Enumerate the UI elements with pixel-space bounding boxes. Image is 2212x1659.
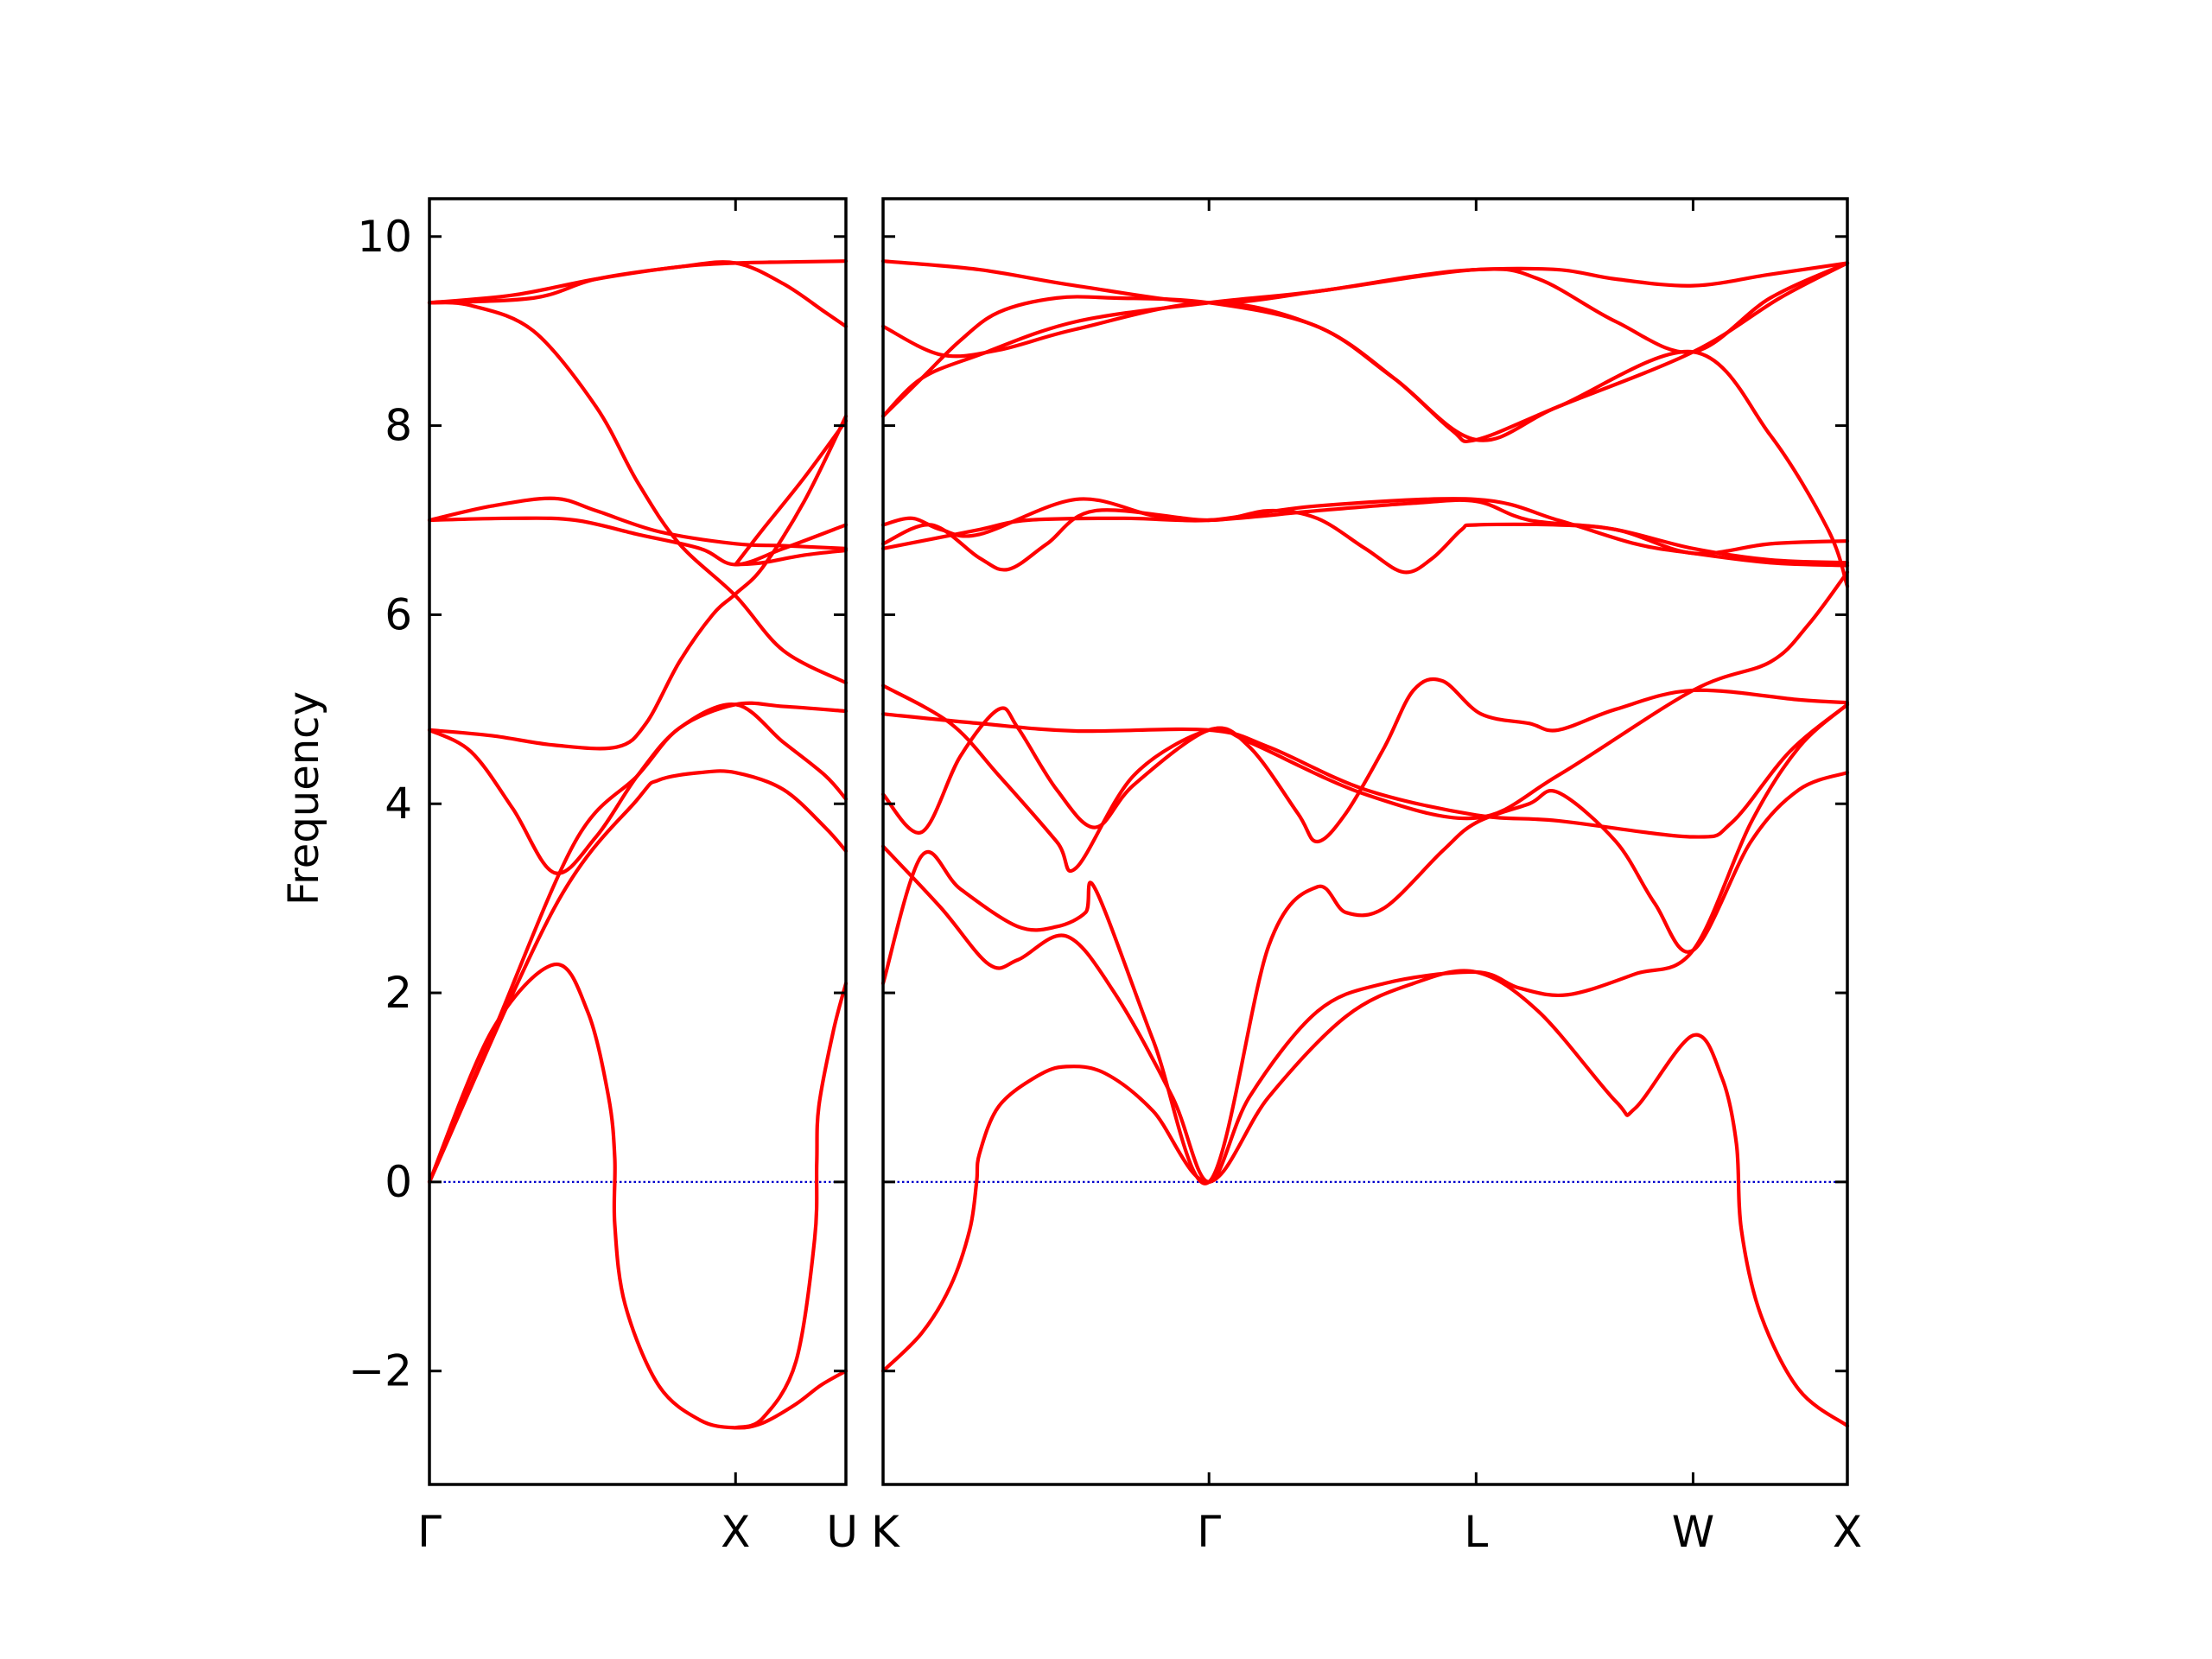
left-panel-frame — [428, 197, 848, 1486]
left-band-4 — [427, 701, 849, 875]
right-band-5 — [880, 702, 1850, 839]
y-tick-label: 2 — [385, 968, 412, 1018]
y-tick-labels: −2 0 2 4 6 8 10 — [348, 212, 412, 1396]
right-band-13 — [880, 261, 1850, 418]
right-panel-bands — [880, 259, 1850, 1428]
y-tick-label: 0 — [385, 1157, 412, 1207]
y-tick-label: −2 — [348, 1346, 412, 1396]
right-xtick-label: Γ — [1197, 1507, 1221, 1557]
right-band-9 — [880, 497, 1850, 568]
right-band-2 — [880, 771, 1850, 1185]
y-axis-label: Frequency — [280, 691, 328, 906]
right-band-1 — [880, 969, 1850, 1428]
right-xtick-label: W — [1672, 1507, 1714, 1557]
left-band-6 — [427, 516, 849, 567]
y-tick-label: 10 — [357, 212, 412, 262]
left-band-2 — [427, 769, 849, 1184]
left-band-7 — [427, 496, 849, 550]
right-panel-frame — [881, 197, 1849, 1486]
right-band-7 — [880, 498, 1850, 556]
left-xtick-label: X — [721, 1507, 750, 1557]
right-band-4 — [880, 677, 1850, 844]
left-band-8 — [427, 301, 849, 685]
right-xtick-label: K — [871, 1507, 900, 1557]
y-tick-label: 6 — [385, 589, 412, 639]
left-band-12 — [734, 419, 849, 567]
y-tick-label: 8 — [385, 401, 412, 451]
right-band-3 — [880, 702, 1850, 1184]
left-xtick-label: U — [826, 1507, 858, 1557]
right-xtick-label: X — [1833, 1507, 1862, 1557]
left-band-1 — [427, 963, 849, 1430]
left-band-13 — [734, 982, 849, 1430]
right-band-11 — [880, 261, 1850, 442]
left-band-10 — [427, 259, 849, 305]
left-band-11 — [734, 548, 849, 567]
right-band-12 — [880, 259, 1850, 305]
y-tick-label: 4 — [385, 779, 412, 829]
right-band-6 — [880, 570, 1850, 874]
right-xtick-label: L — [1464, 1507, 1488, 1557]
right-band-10 — [880, 295, 1850, 588]
left-band-5 — [427, 414, 849, 751]
left-xtick-label: Γ — [417, 1507, 442, 1557]
left-panel-bands — [427, 259, 849, 1430]
right-band-8 — [880, 508, 1850, 575]
